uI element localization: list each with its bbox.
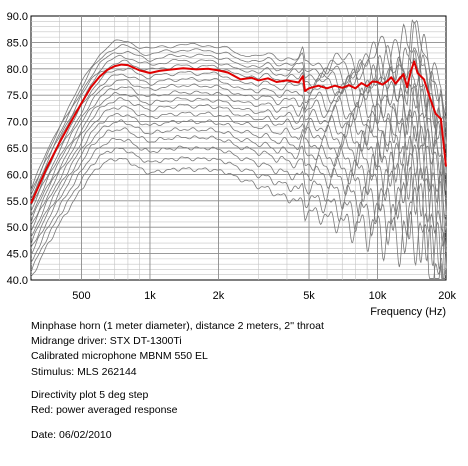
off-axis-curve [30, 85, 447, 226]
off-axis-curves [30, 19, 447, 279]
note-stimulus: Stimulus: MLS 262144 [31, 365, 137, 378]
power-averaged-response-line [30, 60, 447, 204]
y-tick-label: 70.0 [7, 117, 28, 129]
off-axis-curve [30, 34, 447, 200]
x-tick-label: 5k [303, 290, 315, 302]
measurement-notes: Minphase horn (1 meter diameter), distan… [31, 319, 324, 443]
x-axis-label: Frequency (Hz) [370, 306, 446, 318]
power-averaged-response [30, 60, 447, 204]
directivity-chart: 90.0 85.0 80.0 75.0 70.0 65.0 60.0 55.0 50.0 45.0… [7, 11, 457, 318]
x-tick-label: 500 [72, 290, 90, 302]
note-date: Date: 06/02/2010 [31, 429, 112, 442]
off-axis-curve [30, 50, 447, 212]
x-tick-label: 2k [213, 290, 225, 302]
off-axis-curve [30, 47, 447, 203]
y-tick-label: 80.0 [7, 64, 28, 76]
y-tick-label: 55.0 [7, 196, 28, 208]
y-tick-label: 45.0 [7, 249, 28, 261]
note-driver: Midrange driver: STX DT-1300Ti [31, 335, 182, 348]
x-tick-label: 1k [144, 290, 156, 302]
y-tick-label: 75.0 [7, 90, 28, 102]
y-tick-labels: 90.0 85.0 80.0 75.0 70.0 65.0 60.0 55.0 50.0 45.0… [7, 11, 28, 287]
note-directivity-step: Directivity plot 5 deg step [31, 388, 149, 401]
off-axis-curve [30, 113, 446, 279]
off-axis-curve [30, 97, 447, 247]
off-axis-curve [30, 105, 447, 238]
grid [31, 16, 446, 280]
y-tick-label: 65.0 [7, 143, 28, 155]
y-tick-label: 60.0 [7, 169, 28, 181]
off-axis-curve [30, 147, 446, 279]
y-tick-label: 50.0 [7, 222, 28, 234]
y-tick-label: 40.0 [7, 275, 28, 287]
y-tick-label: 90.0 [7, 11, 28, 23]
x-tick-labels: 500 1k 2k 5k 10k 20k [72, 290, 456, 302]
y-tick-label: 85.0 [7, 37, 28, 49]
off-axis-curve [30, 119, 447, 270]
note-horn-description: Minphase horn (1 meter diameter), distan… [31, 320, 324, 332]
note-microphone: Calibrated microphone MBNM 550 EL [31, 350, 208, 363]
off-axis-curve [30, 54, 447, 206]
off-axis-curve [30, 127, 447, 269]
off-axis-curve [30, 86, 447, 223]
off-axis-curve [30, 157, 446, 279]
note-red-legend: Red: power averaged response [31, 404, 178, 417]
off-axis-curve [30, 23, 447, 192]
x-tick-label: 10k [369, 290, 387, 302]
x-tick-label: 20k [438, 290, 456, 302]
